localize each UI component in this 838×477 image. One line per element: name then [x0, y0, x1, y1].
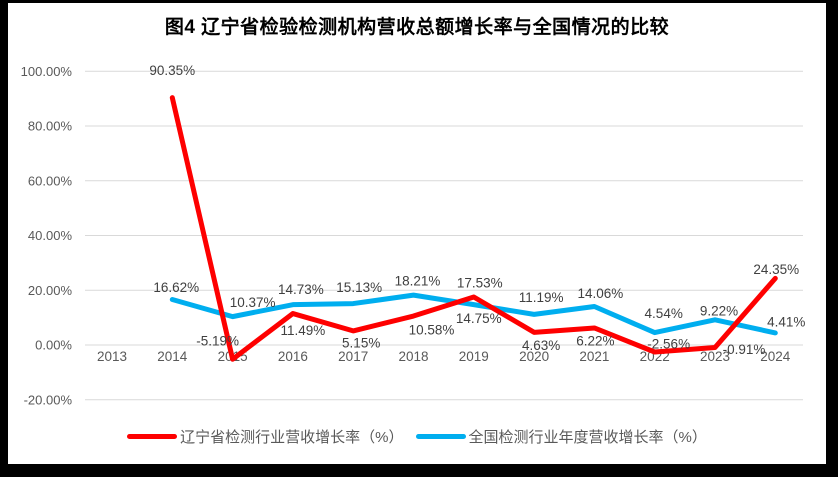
- liaoning-data-label: 24.35%: [753, 262, 799, 277]
- national-data-label: 15.13%: [336, 280, 382, 295]
- x-axis-year-label: 2017: [338, 349, 368, 364]
- national-line-swatch: [415, 434, 466, 439]
- x-axis-year-label: 2019: [459, 349, 489, 364]
- y-axis-tick-label: 100.00%: [21, 64, 73, 79]
- legend-label-liaoning: 辽宁省检测行业营收增长率（%）: [180, 429, 404, 446]
- national-data-label: 18.21%: [395, 274, 441, 289]
- x-axis-year-label: 2013: [97, 349, 127, 364]
- national-data-label: 11.19%: [519, 290, 564, 305]
- liaoning-line: [169, 95, 778, 362]
- y-axis-tick-label: 0.00%: [35, 338, 72, 353]
- liaoning-data-label: 5.15%: [342, 335, 380, 350]
- liaoning-data-label: 10.58%: [409, 323, 455, 338]
- line-chart: 100.00% 80.00% 60.00% 40.00% 20.00% 0.00% -20.…: [21, 63, 806, 407]
- national-data-label: 14.73%: [278, 282, 324, 297]
- legend-label-national: 全国检测行业年度营收增长率（%）: [468, 429, 707, 446]
- chart-title: 图4 辽宁省检验检测机构营收总额增长率与全国情况的比较: [164, 17, 670, 38]
- x-axis-year-label: 2016: [278, 349, 308, 364]
- national-data-label: 16.62%: [153, 280, 199, 295]
- y-axis-tick-label: 40.00%: [28, 228, 73, 243]
- liaoning-data-label: 11.49%: [281, 323, 326, 338]
- x-axis-year-label: 2021: [579, 349, 609, 364]
- national-line: [169, 292, 778, 336]
- y-axis-tick-label: 60.00%: [28, 173, 73, 188]
- liaoning-data-label: 17.53%: [457, 276, 503, 291]
- x-axis-year-label: 2014: [157, 349, 188, 364]
- national-data-label: 14.75%: [456, 311, 502, 326]
- national-data-label: 9.22%: [700, 303, 738, 318]
- legend-item-liaoning: 辽宁省检测行业营收增长率（%）: [127, 426, 404, 447]
- y-axis-tick-label: 20.00%: [28, 283, 73, 298]
- chart-legend: 辽宁省检测行业营收增长率（%） 全国检测行业年度营收增长率（%）: [8, 426, 826, 447]
- y-axis-tick-label: 80.00%: [28, 119, 73, 134]
- national-data-label: 4.54%: [645, 306, 683, 321]
- liaoning-data-label: -0.91%: [723, 342, 766, 357]
- national-data-label: 10.37%: [230, 295, 276, 310]
- x-axis-year-label: 2024: [760, 349, 791, 364]
- y-axis-tick-label: -20.00%: [24, 392, 73, 407]
- national-data-label: 4.41%: [767, 314, 805, 329]
- liaoning-data-label: 4.63%: [522, 338, 560, 353]
- x-axis-year-label: 2020: [519, 349, 549, 364]
- liaoning-data-label: 90.35%: [149, 63, 195, 78]
- liaoning-data-label: 6.22%: [576, 333, 614, 348]
- liaoning-line-swatch: [127, 434, 178, 439]
- x-axis-year-label: 2018: [398, 349, 428, 364]
- national-data-label: 14.06%: [578, 286, 624, 301]
- x-axis-year-label: 2023: [700, 349, 730, 364]
- chart-card: 图4 辽宁省检验检测机构营收总额增长率与全国情况的比较 100.00% 80.00…: [8, 3, 826, 464]
- legend-item-national: 全国检测行业年度营收增长率（%）: [415, 426, 707, 447]
- liaoning-data-label: -2.56%: [647, 337, 690, 352]
- liaoning-data-label: -5.19%: [196, 334, 239, 349]
